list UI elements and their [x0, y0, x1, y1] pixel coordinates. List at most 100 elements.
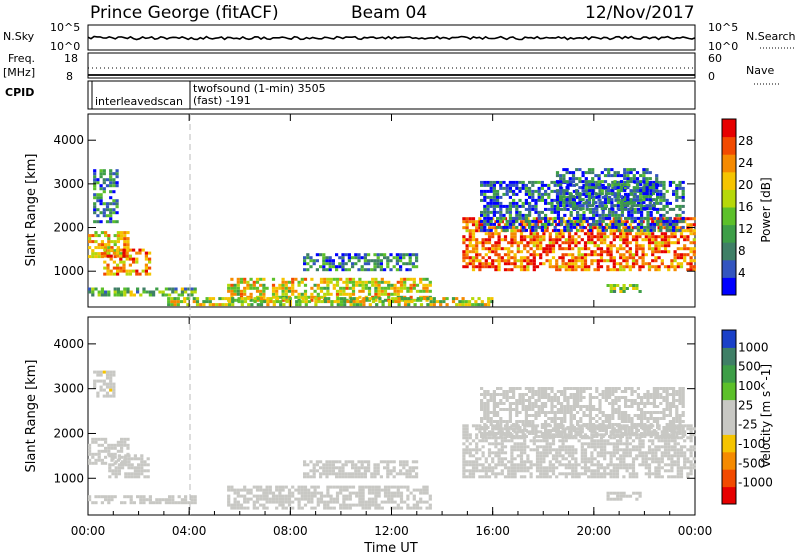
heatmap-cell	[526, 445, 530, 449]
heatmap-cell	[486, 426, 490, 429]
heatmap-cell	[458, 300, 462, 304]
heatmap-cell	[568, 201, 572, 205]
heatmap-cell	[596, 442, 600, 446]
heatmap-cell	[577, 253, 581, 257]
heatmap-cell	[408, 466, 412, 470]
heatmap-cell	[471, 472, 476, 476]
heatmap-cell	[510, 256, 514, 260]
heatmap-cell	[624, 417, 628, 420]
heatmap-cell	[553, 207, 557, 211]
heatmap-cell	[239, 494, 244, 498]
heatmap-cell	[100, 243, 104, 247]
heatmap-cell	[608, 225, 612, 229]
heatmap-cell	[632, 177, 636, 181]
heatmap-cell	[675, 186, 679, 190]
heatmap-cell	[502, 180, 506, 184]
heatmap-cell	[494, 445, 498, 449]
heatmap-cell	[179, 300, 184, 304]
heatmap-cell	[310, 494, 314, 498]
heatmap-cell	[314, 300, 318, 304]
heatmap-cell	[590, 463, 594, 467]
heatmap-cell	[628, 268, 632, 272]
heatmap-cell	[275, 488, 279, 492]
heatmap-cell	[587, 183, 592, 187]
heatmap-cell	[601, 195, 605, 199]
heatmap-cell	[652, 216, 656, 220]
heatmap-cell	[576, 201, 580, 205]
heatmap-cell	[143, 463, 147, 467]
heatmap-cell	[512, 204, 516, 208]
heatmap-cell	[319, 497, 324, 501]
heatmap-cell	[505, 429, 509, 432]
heatmap-cell	[532, 463, 536, 467]
heatmap-cell	[649, 213, 653, 217]
heatmap-cell	[442, 300, 446, 304]
heatmap-cell	[562, 189, 566, 193]
heatmap-cell	[515, 402, 519, 405]
heatmap-cell	[471, 448, 476, 452]
heatmap-cell	[635, 448, 639, 452]
heatmap-cell	[432, 303, 436, 307]
heatmap-cell	[148, 293, 152, 297]
heatmap-cell	[107, 234, 111, 238]
heatmap-cell	[660, 433, 664, 437]
heatmap-cell	[392, 265, 396, 269]
heatmap-cell	[158, 498, 162, 502]
heatmap-cell	[676, 463, 680, 467]
heatmap-cell	[670, 466, 674, 470]
heatmap-cell	[535, 232, 540, 236]
heatmap-cell	[625, 445, 629, 449]
heatmap-cell	[122, 251, 126, 255]
heatmap-cell	[639, 204, 643, 208]
heatmap-cell	[670, 454, 674, 458]
heatmap-cell	[116, 287, 120, 291]
heatmap-cell	[551, 244, 556, 248]
heatmap-cell	[325, 262, 329, 266]
heatmap-cell	[571, 448, 575, 452]
heatmap-cell	[486, 393, 490, 396]
heatmap-cell	[278, 485, 282, 489]
heatmap-cell	[628, 247, 632, 251]
heatmap-cell	[642, 207, 646, 211]
heatmap-cell	[97, 455, 101, 459]
heatmap-cell	[579, 225, 583, 229]
heatmap-cell	[399, 289, 404, 293]
heatmap-cell	[607, 186, 611, 190]
heatmap-cell	[468, 262, 472, 266]
heatmap-cell	[126, 237, 130, 241]
heatmap-cell	[412, 298, 416, 302]
heatmap-cell	[670, 241, 674, 245]
heatmap-cell	[374, 286, 378, 290]
heatmap-cell	[626, 171, 630, 175]
heatmap-cell	[510, 472, 514, 476]
heatmap-cell	[626, 201, 630, 205]
heatmap-cell	[585, 408, 589, 411]
heatmap-cell	[294, 295, 298, 299]
heatmap-cell	[477, 303, 481, 307]
heatmap-cell	[657, 235, 661, 239]
heatmap-cell	[508, 426, 512, 429]
heatmap-cell	[211, 303, 216, 307]
heatmap-cell	[93, 202, 97, 206]
heatmap-cell	[512, 387, 516, 390]
heatmap-cell	[612, 268, 616, 272]
heatmap-cell	[555, 180, 560, 184]
heatmap-cell	[345, 283, 349, 287]
heatmap-cell	[657, 268, 661, 272]
heatmap-cell	[524, 213, 528, 217]
heatmap-cell	[571, 171, 576, 175]
heatmap-cell	[481, 265, 485, 269]
heatmap-cell	[592, 408, 596, 411]
heatmap-cell	[627, 405, 631, 408]
heatmap-cell	[393, 491, 397, 495]
heatmap-cell	[363, 460, 367, 464]
heatmap-cell	[558, 247, 562, 251]
heatmap-cell	[645, 171, 649, 175]
heatmap-cell	[673, 439, 677, 443]
heatmap-cell	[604, 222, 608, 226]
heatmap-cell	[598, 411, 602, 414]
heatmap-cell	[628, 472, 632, 476]
heatmap-cell	[521, 183, 525, 187]
heatmap-cell	[502, 420, 506, 423]
